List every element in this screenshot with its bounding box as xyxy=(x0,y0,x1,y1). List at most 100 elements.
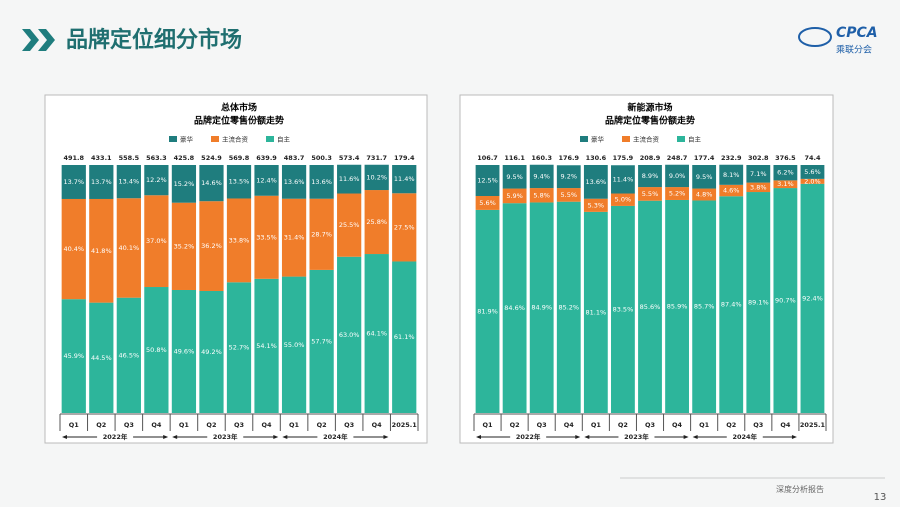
total-label: 563.3 xyxy=(146,154,167,162)
value-label: 13.6% xyxy=(586,178,607,186)
bar-segment xyxy=(583,198,608,212)
bar-segment xyxy=(254,278,279,413)
x-tick-label: Q1 xyxy=(289,421,300,429)
bar-segment xyxy=(281,276,307,413)
bar-segment xyxy=(116,198,141,298)
value-label: 13.6% xyxy=(311,178,332,186)
chart-title: 总体市场 xyxy=(221,102,257,114)
total-label: 524.9 xyxy=(201,154,222,162)
value-label: 46.5% xyxy=(119,351,140,359)
value-label: 5.5% xyxy=(561,191,578,199)
group-arrowhead xyxy=(683,435,689,439)
value-label: 92.4% xyxy=(802,294,823,302)
value-label: 9.5% xyxy=(506,173,523,181)
footer-text: 深度分析报告 xyxy=(776,484,824,494)
legend-label: 主流合资 xyxy=(633,135,660,144)
bar-segment xyxy=(583,211,608,413)
bar-segment xyxy=(61,299,86,413)
bar-segment xyxy=(638,187,662,201)
value-label: 4.6% xyxy=(723,187,740,195)
legend-swatch xyxy=(677,136,685,142)
group-arrowhead xyxy=(62,435,67,439)
legend-label: 自主 xyxy=(688,135,702,144)
x-tick-label: Q3 xyxy=(753,421,763,429)
group-arrowhead xyxy=(575,435,581,439)
x-tick-label: Q3 xyxy=(234,421,244,429)
value-label: 87.4% xyxy=(721,301,742,309)
x-group-label: 2023年 xyxy=(213,432,238,441)
header-title: 品牌定位细分市场 xyxy=(66,27,242,53)
page-number: 13 xyxy=(874,492,887,503)
x-tick-label: Q1 xyxy=(69,421,80,429)
legend-label: 豪华 xyxy=(180,135,194,144)
value-label: 85.6% xyxy=(640,303,661,311)
bar-segment xyxy=(773,180,798,189)
bar-segment xyxy=(692,200,717,413)
legend-swatch xyxy=(211,136,219,142)
x-tick-label: Q1 xyxy=(483,421,494,429)
chart-subtitle: 品牌定位零售份额走势 xyxy=(194,115,284,127)
total-label: 208.9 xyxy=(640,154,661,162)
bar-segment xyxy=(89,198,114,303)
bar-segment xyxy=(171,289,197,413)
total-label: 569.8 xyxy=(229,154,250,162)
bar-segment xyxy=(281,198,307,277)
value-label: 84.6% xyxy=(504,304,525,312)
bar-segment xyxy=(773,188,798,413)
x-tick-label: Q2 xyxy=(510,421,520,429)
group-arrowhead xyxy=(172,435,178,439)
bar-segment xyxy=(746,192,771,413)
bar-segment xyxy=(611,165,635,194)
chevron xyxy=(22,29,39,51)
total-label: 160.3 xyxy=(531,154,552,162)
logo-subtext: 乘联分会 xyxy=(836,44,872,56)
bar-segment xyxy=(665,187,689,200)
group-arrowhead xyxy=(584,435,590,439)
x-tick-label: Q1 xyxy=(179,421,190,429)
total-label: 500.3 xyxy=(311,154,332,162)
bar-segment xyxy=(226,198,252,283)
total-label: 248.7 xyxy=(667,154,688,162)
x-group-label: 2024年 xyxy=(323,432,348,441)
value-label: 13.5% xyxy=(229,178,250,186)
bar-segment xyxy=(309,165,334,199)
total-label: 731.7 xyxy=(366,154,387,162)
bar-segment xyxy=(692,188,717,201)
bar-segment xyxy=(116,297,141,413)
bar-segment xyxy=(226,282,252,413)
bar-segment xyxy=(529,188,554,203)
bar-segment xyxy=(719,164,744,185)
x-group-label: 2023年 xyxy=(624,432,649,441)
x-tick-label: Q4 xyxy=(564,421,575,429)
x-tick-label: Q3 xyxy=(645,421,655,429)
value-label: 8.1% xyxy=(723,171,740,179)
bar-segment xyxy=(475,209,500,413)
bar-segment xyxy=(364,254,389,413)
total-label: 116.1 xyxy=(504,154,525,162)
x-tick-label: Q4 xyxy=(672,421,683,429)
value-label: 50.8% xyxy=(146,346,167,354)
bar-segment xyxy=(337,164,362,194)
value-label: 8.9% xyxy=(642,172,659,180)
bar-segment xyxy=(746,182,771,193)
bar-segment xyxy=(719,184,744,197)
bar-segment xyxy=(773,165,798,181)
bar-segment xyxy=(226,165,252,199)
total-label: 130.6 xyxy=(586,154,607,162)
x-tick-label: Q3 xyxy=(124,421,134,429)
value-label: 11.4% xyxy=(613,175,634,183)
value-label: 40.1% xyxy=(119,244,140,252)
bar-segment xyxy=(611,193,635,206)
legend-swatch xyxy=(266,136,274,142)
bar-segment xyxy=(556,201,581,413)
value-label: 13.7% xyxy=(91,178,112,186)
value-label: 13.4% xyxy=(119,178,140,186)
value-label: 14.6% xyxy=(201,179,222,187)
x-tick-label: Q2 xyxy=(618,421,628,429)
bar-segment xyxy=(665,164,689,188)
bar-segment xyxy=(502,188,527,204)
x-tick-label: Q1 xyxy=(699,421,710,429)
value-label: 41.8% xyxy=(91,247,112,255)
